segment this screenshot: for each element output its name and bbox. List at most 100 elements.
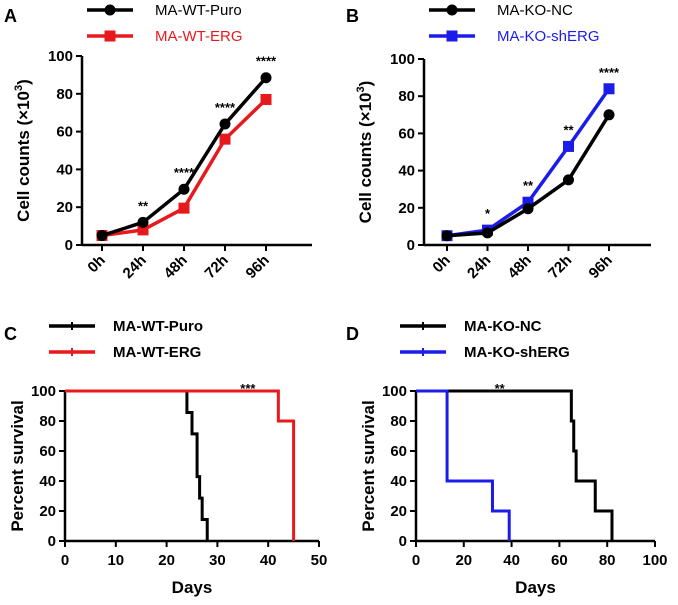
x-tick-label: 0 — [61, 552, 69, 569]
panel-letter: D — [346, 324, 359, 344]
x-tick-label: 0 — [412, 552, 420, 569]
y-tick-label: 60 — [398, 125, 415, 142]
legend-label: MA-KO-NC — [497, 2, 573, 19]
significance-label: ** — [138, 198, 149, 213]
data-point — [563, 174, 574, 186]
y-tick-label: 20 — [39, 503, 56, 520]
y-axis-label: Cell counts (×103) — [13, 79, 33, 222]
significance-label: **** — [215, 100, 236, 115]
data-point — [260, 93, 272, 105]
significance-label: ** — [523, 178, 534, 193]
y-tick-label: 60 — [390, 443, 407, 460]
x-axis-label: Days — [515, 578, 556, 597]
x-tick-label: 20 — [158, 552, 175, 569]
legend-marker — [104, 30, 116, 42]
x-tick-label: 72h — [545, 252, 575, 282]
data-point — [178, 202, 190, 214]
y-tick-label: 80 — [398, 88, 415, 105]
data-point — [522, 203, 534, 215]
y-tick-label: 20 — [398, 200, 415, 217]
x-tick-label: 10 — [107, 552, 124, 569]
legend-label: MA-KO-NC — [464, 318, 542, 335]
y-tick-label: 80 — [56, 86, 73, 103]
legend-marker — [446, 4, 458, 16]
x-tick-label: 20 — [455, 552, 472, 569]
panel-letter: B — [346, 6, 359, 26]
y-tick-label: 40 — [398, 163, 415, 180]
x-tick-label: 50 — [311, 552, 328, 569]
x-tick-label: 30 — [209, 552, 226, 569]
y-tick-label: 0 — [65, 237, 73, 254]
y-axis-label: Percent survival — [359, 400, 378, 531]
significance-label: **** — [174, 165, 195, 180]
significance-label: * — [485, 206, 491, 221]
x-tick-label: 48h — [161, 252, 191, 282]
significance-label: **** — [599, 65, 620, 80]
legend-label: MA-WT-ERG — [113, 344, 201, 361]
x-tick-label: 24h — [464, 252, 494, 282]
x-tick-label: 48h — [505, 252, 535, 282]
x-tick-label: 96h — [243, 252, 273, 282]
x-tick-label: 96h — [586, 252, 616, 282]
legend-label: MA-WT-ERG — [155, 28, 243, 45]
survival-curve — [416, 389, 614, 541]
y-tick-label: 100 — [382, 383, 407, 400]
legend-label: MA-WT-Puro — [155, 2, 242, 19]
y-tick-label: 60 — [56, 124, 73, 141]
data-point — [219, 133, 231, 145]
x-tick-label: 60 — [551, 552, 568, 569]
x-tick-label: 0h — [429, 252, 453, 276]
panel-letter: C — [4, 324, 17, 344]
y-tick-label: 0 — [48, 533, 56, 550]
data-point — [137, 224, 149, 236]
x-tick-label: 100 — [642, 552, 667, 569]
panel-letter: A — [4, 6, 17, 26]
data-point — [178, 183, 190, 195]
x-tick-label: 40 — [503, 552, 520, 569]
legend-label: MA-KO-shERG — [497, 28, 600, 45]
y-tick-label: 40 — [39, 473, 56, 490]
x-tick-label: 72h — [202, 252, 232, 282]
series-line — [446, 113, 611, 238]
y-tick-label: 40 — [390, 473, 407, 490]
data-point — [219, 118, 231, 130]
survival-curve — [416, 389, 511, 541]
y-tick-label: 100 — [31, 383, 56, 400]
legend-label: MA-WT-Puro — [113, 318, 203, 335]
panel-a: A 0 20 40 60 80 100 Cell counts (×103) 0h 24h 48h 7… — [4, 2, 312, 282]
x-tick-label: 80 — [599, 552, 616, 569]
data-point — [137, 216, 149, 228]
survival-curve — [65, 389, 296, 541]
x-tick-label: 0h — [84, 252, 108, 276]
data-point — [441, 230, 453, 242]
y-tick-label: 0 — [407, 237, 415, 254]
legend-label: MA-KO-shERG — [464, 344, 570, 361]
panel-b: B 0 20 40 60 80 100 Cell counts (×103) 0h 24h 48h 7… — [346, 2, 651, 282]
data-point — [96, 230, 108, 242]
data-point — [260, 72, 272, 84]
x-axis-label: Days — [172, 578, 213, 597]
y-axis-label: Cell counts (×103) — [355, 81, 375, 224]
significance-label: ** — [495, 381, 506, 396]
y-tick-label: 20 — [56, 199, 73, 216]
x-tick-label: 24h — [120, 252, 150, 282]
significance-label: **** — [256, 54, 277, 69]
survival-curve — [65, 389, 209, 541]
data-point — [482, 227, 493, 239]
y-tick-label: 60 — [39, 443, 56, 460]
y-tick-label: 40 — [56, 161, 73, 178]
legend-marker — [104, 4, 116, 16]
y-tick-label: 80 — [39, 413, 56, 430]
legend-marker — [446, 30, 458, 42]
y-tick-label: 0 — [399, 533, 407, 550]
y-axis-label: Percent survival — [8, 400, 27, 531]
significance-label: *** — [240, 381, 256, 396]
y-tick-label: 20 — [390, 503, 407, 520]
significance-label: ** — [563, 122, 574, 137]
y-tick-label: 100 — [48, 48, 73, 65]
y-tick-label: 80 — [390, 413, 407, 430]
data-point — [522, 196, 534, 208]
